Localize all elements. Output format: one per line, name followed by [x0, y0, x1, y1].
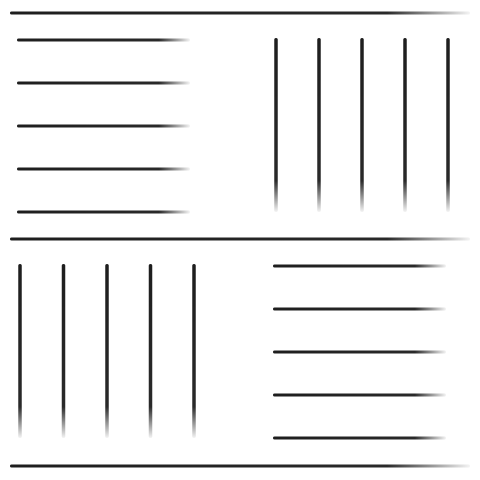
vertical-stroke: [446, 38, 450, 212]
quadrant-bottom-right: [273, 264, 446, 440]
vertical-stroke: [61, 264, 66, 438]
divider-line-3: [10, 464, 470, 468]
horizontal-stroke: [17, 38, 190, 42]
vertical-stroke: [360, 38, 364, 212]
vertical-stroke: [105, 264, 109, 438]
horizontal-stroke: [17, 210, 190, 214]
vertical-stroke: [148, 264, 153, 438]
divider-line-2: [10, 237, 470, 241]
vertical-stroke: [18, 264, 22, 438]
quadrant-bottom-left: [18, 264, 196, 438]
quadrant-top-right: [274, 38, 450, 212]
horizontal-stroke: [273, 436, 446, 440]
vertical-stroke: [274, 38, 278, 212]
divider-group: [10, 11, 470, 468]
vertical-stroke: [192, 264, 196, 438]
quadrant-top-left: [17, 38, 190, 214]
horizontal-stroke: [273, 264, 446, 268]
horizontal-stroke: [17, 124, 190, 128]
horizontal-stroke: [17, 167, 190, 171]
horizontal-stroke: [17, 81, 190, 85]
horizontal-stroke: [273, 350, 446, 354]
divider-line-1: [10, 11, 470, 15]
vertical-stroke: [317, 38, 321, 212]
horizontal-stroke: [273, 307, 446, 311]
horizontal-stroke: [273, 393, 446, 397]
vertical-stroke: [403, 38, 407, 212]
